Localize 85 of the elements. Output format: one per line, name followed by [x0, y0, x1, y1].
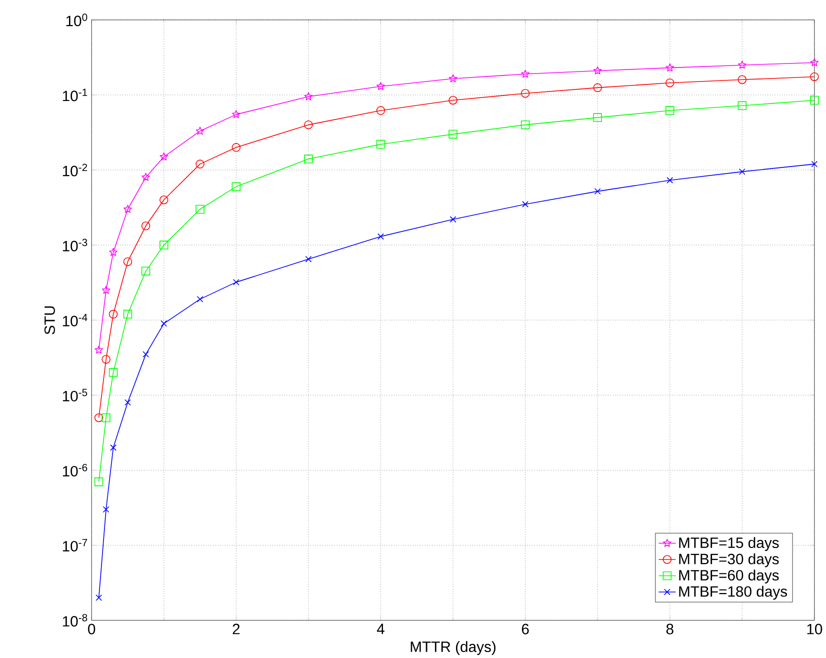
- y-tick-label: 10$^{-7}$: [62, 538, 88, 552]
- x-tick-label: 6: [522, 624, 529, 634]
- point: [305, 256, 312, 262]
- point: [232, 182, 241, 191]
- point: [738, 168, 746, 175]
- legend-label: MTBF=60 days: [679, 569, 779, 584]
- point: [376, 140, 386, 149]
- point: [738, 60, 746, 69]
- y-tick-label: 10$^{-5}$: [62, 388, 88, 402]
- point: [102, 506, 110, 513]
- point: [810, 58, 819, 66]
- point: [196, 126, 204, 135]
- point: [810, 96, 819, 104]
- point: [142, 350, 150, 358]
- point: [196, 296, 204, 302]
- point: [448, 96, 458, 104]
- point: [232, 110, 240, 118]
- x-axis-title: MTTR (days): [410, 640, 496, 655]
- point: [593, 83, 602, 92]
- point: [378, 233, 384, 240]
- point: [450, 216, 456, 222]
- point: [160, 320, 168, 327]
- point: [520, 88, 530, 98]
- x-tick-label: 4: [376, 624, 384, 634]
- point: [665, 106, 674, 115]
- point: [102, 286, 110, 294]
- point: [376, 106, 386, 115]
- y-tick-label: 10$^{-3}$: [62, 238, 88, 252]
- y-tick-label: 10$^{-2}$: [62, 164, 88, 176]
- point: [304, 120, 313, 130]
- point: [108, 310, 118, 318]
- point: [124, 204, 132, 213]
- point: [123, 257, 132, 266]
- point: [124, 399, 131, 406]
- point: [666, 63, 674, 72]
- point: [160, 195, 168, 204]
- point: [196, 204, 204, 214]
- point: [376, 82, 385, 90]
- point: [304, 92, 313, 100]
- point: [96, 594, 102, 601]
- point: [811, 160, 818, 168]
- x-tick-label: 8: [666, 624, 674, 634]
- point: [593, 66, 602, 74]
- point: [142, 172, 150, 181]
- point: [94, 345, 104, 354]
- point: [665, 78, 674, 88]
- point: [232, 142, 241, 152]
- point: [738, 75, 747, 84]
- point: [520, 120, 530, 130]
- point: [521, 70, 530, 78]
- point: [110, 444, 116, 451]
- point: [160, 240, 168, 250]
- point: [593, 113, 602, 122]
- point: [522, 200, 529, 208]
- point: [196, 160, 204, 168]
- legend-label: MTBF=15 days: [679, 536, 779, 551]
- point: [123, 310, 132, 318]
- point: [102, 354, 110, 364]
- y-tick-label: 10$^{-6}$: [62, 464, 88, 476]
- y-tick-label: 10$^{-1}$: [62, 88, 88, 102]
- point: [304, 154, 313, 164]
- point: [102, 413, 110, 422]
- legend-label: MTBF=180 days: [679, 586, 788, 600]
- point: [94, 477, 104, 486]
- point: [448, 74, 458, 82]
- legend-label: MTBF=30 days: [679, 553, 779, 568]
- point: [666, 176, 674, 184]
- point: [141, 266, 150, 276]
- point: [232, 278, 240, 286]
- y-tick-label: 10$^{-8}$: [62, 614, 88, 626]
- x-tick-label: 0: [88, 624, 96, 634]
- point: [160, 152, 168, 160]
- x-tick-label: 2: [232, 624, 240, 634]
- point: [594, 188, 601, 194]
- y-tick-label: 10$^{-4}$: [62, 314, 88, 326]
- y-axis-title: STU: [44, 306, 55, 334]
- y-tick-label: 10$^{0}$: [66, 13, 88, 26]
- point: [109, 248, 118, 256]
- x-tick-label: 10: [807, 624, 822, 634]
- point: [94, 413, 104, 422]
- point: [810, 72, 819, 81]
- point: [141, 221, 150, 230]
- point: [108, 368, 118, 377]
- point: [448, 130, 458, 138]
- point: [738, 101, 747, 110]
